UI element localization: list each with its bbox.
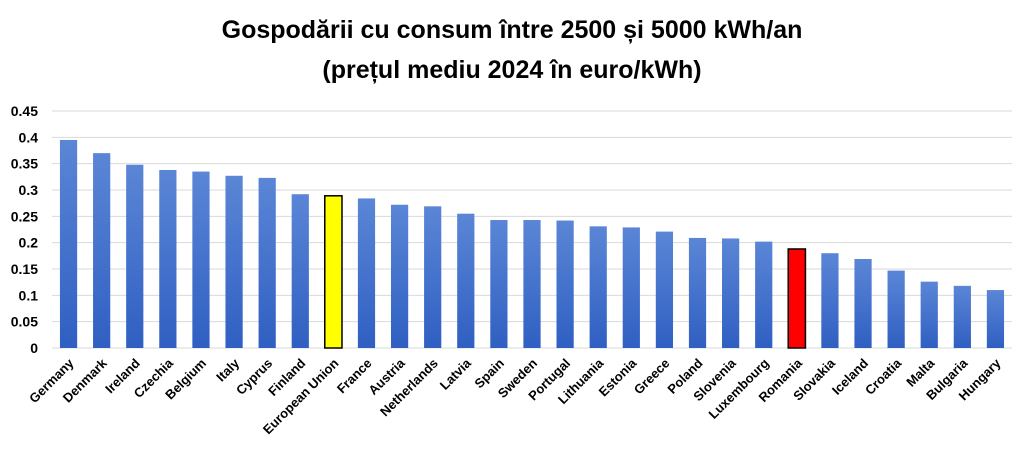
bar-iceland (854, 258, 872, 348)
y-tick-label: 0.05 (11, 314, 38, 330)
bar-italy (225, 175, 243, 348)
y-tick-label: 0.1 (19, 287, 39, 303)
bars (59, 139, 1005, 349)
bar-hungary (986, 290, 1005, 348)
x-tick-label: Italy (213, 355, 243, 385)
x-tick-label: Latvia (437, 355, 475, 393)
bar-finland (291, 194, 309, 348)
bar-bulgaria (953, 285, 971, 348)
bar-lithuania (589, 226, 607, 348)
y-tick-label: 0 (30, 340, 38, 356)
y-axis-ticks: 0 0.05 0.1 0.15 0.2 0.25 0.3 0.35 0.4 0.45 (11, 103, 38, 356)
bar-romania (787, 248, 807, 349)
y-tick-label: 0.4 (19, 129, 39, 145)
bar-greece (655, 231, 674, 348)
x-tick-label: Greece (631, 356, 673, 398)
bar-luxembourg (755, 241, 773, 348)
bar-ireland (126, 164, 144, 348)
y-tick-label: 0.15 (11, 261, 38, 277)
y-tick-label: 0.45 (11, 103, 38, 119)
bar-portugal (556, 220, 574, 348)
bar-poland (688, 237, 707, 348)
bar-slovenia (722, 238, 740, 348)
chart-title-line-2: (prețul mediu 2024 în euro/kWh) (322, 56, 701, 84)
y-tick-label: 0.2 (19, 235, 39, 251)
bar-germany (59, 139, 78, 348)
bar-cyprus (258, 177, 276, 348)
bar-malta (920, 281, 938, 348)
bar-slovakia (821, 253, 839, 348)
bar-latvia (457, 213, 475, 348)
chart-title-line-1: Gospodării cu consum între 2500 și 5000 … (222, 16, 803, 44)
bar-france (357, 198, 376, 348)
bar-austria (390, 204, 409, 348)
y-tick-label: 0.25 (11, 208, 38, 224)
x-tick-label: Estonia (596, 355, 640, 399)
bar-czechia (159, 169, 177, 348)
bar-denmark (93, 153, 111, 348)
bar-european-union (324, 195, 343, 349)
bar-sweden (523, 220, 541, 348)
bar-spain (490, 220, 508, 348)
x-tick-label: Croatia (862, 355, 905, 398)
bar-netherlands (424, 206, 442, 348)
bar-belgium (192, 171, 210, 348)
y-tick-label: 0.35 (11, 156, 38, 172)
y-tick-label: 0.3 (19, 182, 39, 198)
bar-croatia (887, 270, 905, 348)
bar-estonia (622, 227, 640, 348)
